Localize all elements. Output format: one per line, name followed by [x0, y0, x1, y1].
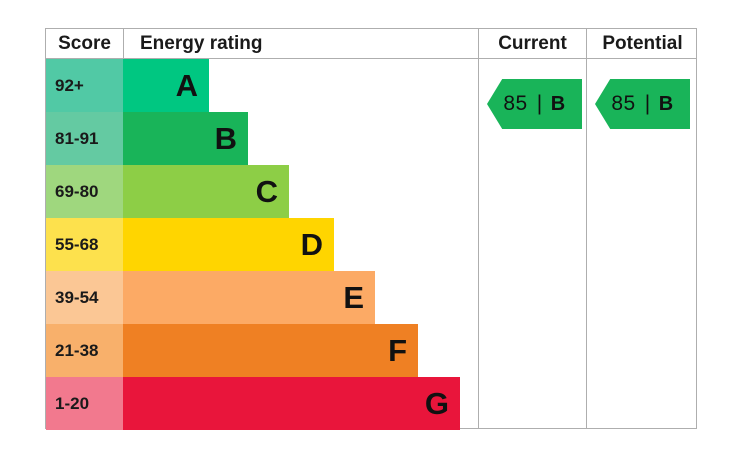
- table-row: 21-38 F: [46, 324, 478, 377]
- rating-bar-cell: A: [123, 59, 209, 112]
- rating-bar-cell: C: [123, 165, 289, 218]
- potential-rating-cell: 85 | B: [595, 79, 690, 129]
- column-header-current: Current: [478, 29, 586, 59]
- table-row: 69-80 C: [46, 165, 478, 218]
- potential-rating-separator: |: [644, 92, 651, 115]
- score-band-label: 1-20: [46, 377, 123, 430]
- rating-bar-e: E: [123, 271, 375, 324]
- epc-table: Score Energy rating Current Potential 92…: [45, 28, 697, 430]
- score-band-label: 92+: [46, 59, 123, 112]
- rating-bar-g: G: [123, 377, 460, 430]
- score-band-label: 55-68: [46, 218, 123, 271]
- rating-bar-cell: G: [123, 377, 460, 430]
- rating-bar-cell: E: [123, 271, 375, 324]
- current-rating-band: B: [550, 92, 566, 115]
- rating-bar-b: B: [123, 112, 248, 165]
- score-band-label: 69-80: [46, 165, 123, 218]
- rating-bar-c: C: [123, 165, 289, 218]
- table-body: 92+ A 81-91 B 69-80 C 55-68: [46, 59, 696, 430]
- table-row: 39-54 E: [46, 271, 478, 324]
- rating-bar-a: A: [123, 59, 209, 112]
- potential-rating-band: B: [658, 92, 674, 115]
- epc-rating-chart: Score Energy rating Current Potential 92…: [45, 28, 697, 430]
- score-band-label: 39-54: [46, 271, 123, 324]
- table-row: 55-68 D: [46, 218, 478, 271]
- column-header-energy-rating: Energy rating: [123, 29, 478, 59]
- table-header-row: Score Energy rating Current Potential: [46, 29, 696, 59]
- column-divider-potential: [586, 59, 587, 428]
- column-header-potential: Potential: [586, 29, 698, 59]
- current-rating-separator: |: [536, 92, 543, 115]
- rating-bar-cell: D: [123, 218, 334, 271]
- rating-bar-cell: B: [123, 112, 248, 165]
- current-rating-score: 85: [503, 92, 528, 115]
- rating-bar-f: F: [123, 324, 418, 377]
- column-divider-current: [478, 59, 479, 428]
- column-header-score: Score: [58, 33, 111, 54]
- current-rating-badge: 85 | B: [487, 79, 582, 129]
- rating-bar-cell: F: [123, 324, 418, 377]
- table-row: 81-91 B: [46, 112, 478, 165]
- score-band-label: 81-91: [46, 112, 123, 165]
- potential-rating-score: 85: [611, 92, 636, 115]
- potential-rating-badge: 85 | B: [595, 79, 690, 129]
- current-rating-cell: 85 | B: [487, 79, 582, 129]
- score-band-label: 21-38: [46, 324, 123, 377]
- table-row: 92+ A: [46, 59, 478, 112]
- table-row: 1-20 G: [46, 377, 478, 430]
- rating-bar-d: D: [123, 218, 334, 271]
